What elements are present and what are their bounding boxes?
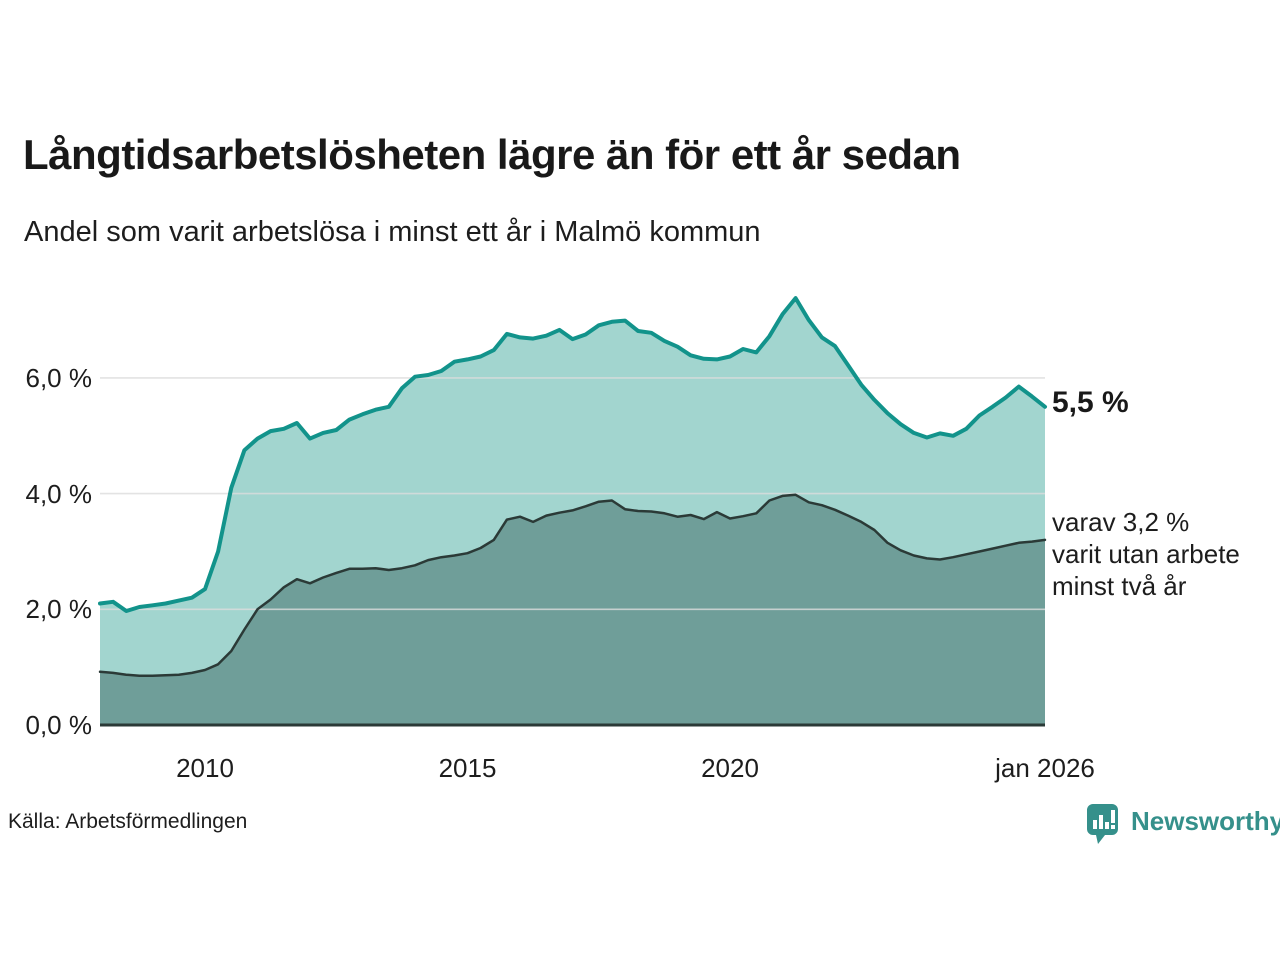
latest-value-label: 5,5 % (1052, 386, 1129, 419)
newsworthy-logo[interactable]: Newsworthy (1086, 803, 1280, 852)
y-tick-label: 2,0 % (25, 594, 93, 625)
page-subtitle: Andel som varit arbetslösa i minst ett å… (24, 216, 761, 248)
y-tick-label: 0,0 % (25, 710, 93, 740)
subset-annotation-line: varav 3,2 % (1052, 507, 1190, 537)
newsworthy-bubble-chart-icon (1086, 803, 1119, 852)
series-line-0 (98, 296, 1047, 613)
newsworthy-brand-text: Newsworthy (1131, 806, 1280, 836)
subset-annotation: varav 3,2 % varit utan arbete minst två … (1052, 506, 1240, 602)
subset-annotation-line: minst två år (1052, 571, 1187, 601)
x-tick-label: 2010 (176, 753, 234, 783)
page-title: Långtidsarbetslösheten lägre än för ett … (23, 131, 961, 178)
x-tick-label: 2020 (701, 753, 759, 783)
x-tick-label: 2015 (438, 753, 497, 783)
source-note: Källa: Arbetsförmedlingen (8, 810, 248, 833)
y-tick-label: 4,0 % (25, 478, 93, 509)
x-tick-label: jan 2026 (995, 753, 1095, 783)
series-line-1 (98, 493, 1047, 678)
y-tick-label: 6,0 % (25, 362, 93, 393)
subset-annotation-line: varit utan arbete (1052, 539, 1240, 569)
